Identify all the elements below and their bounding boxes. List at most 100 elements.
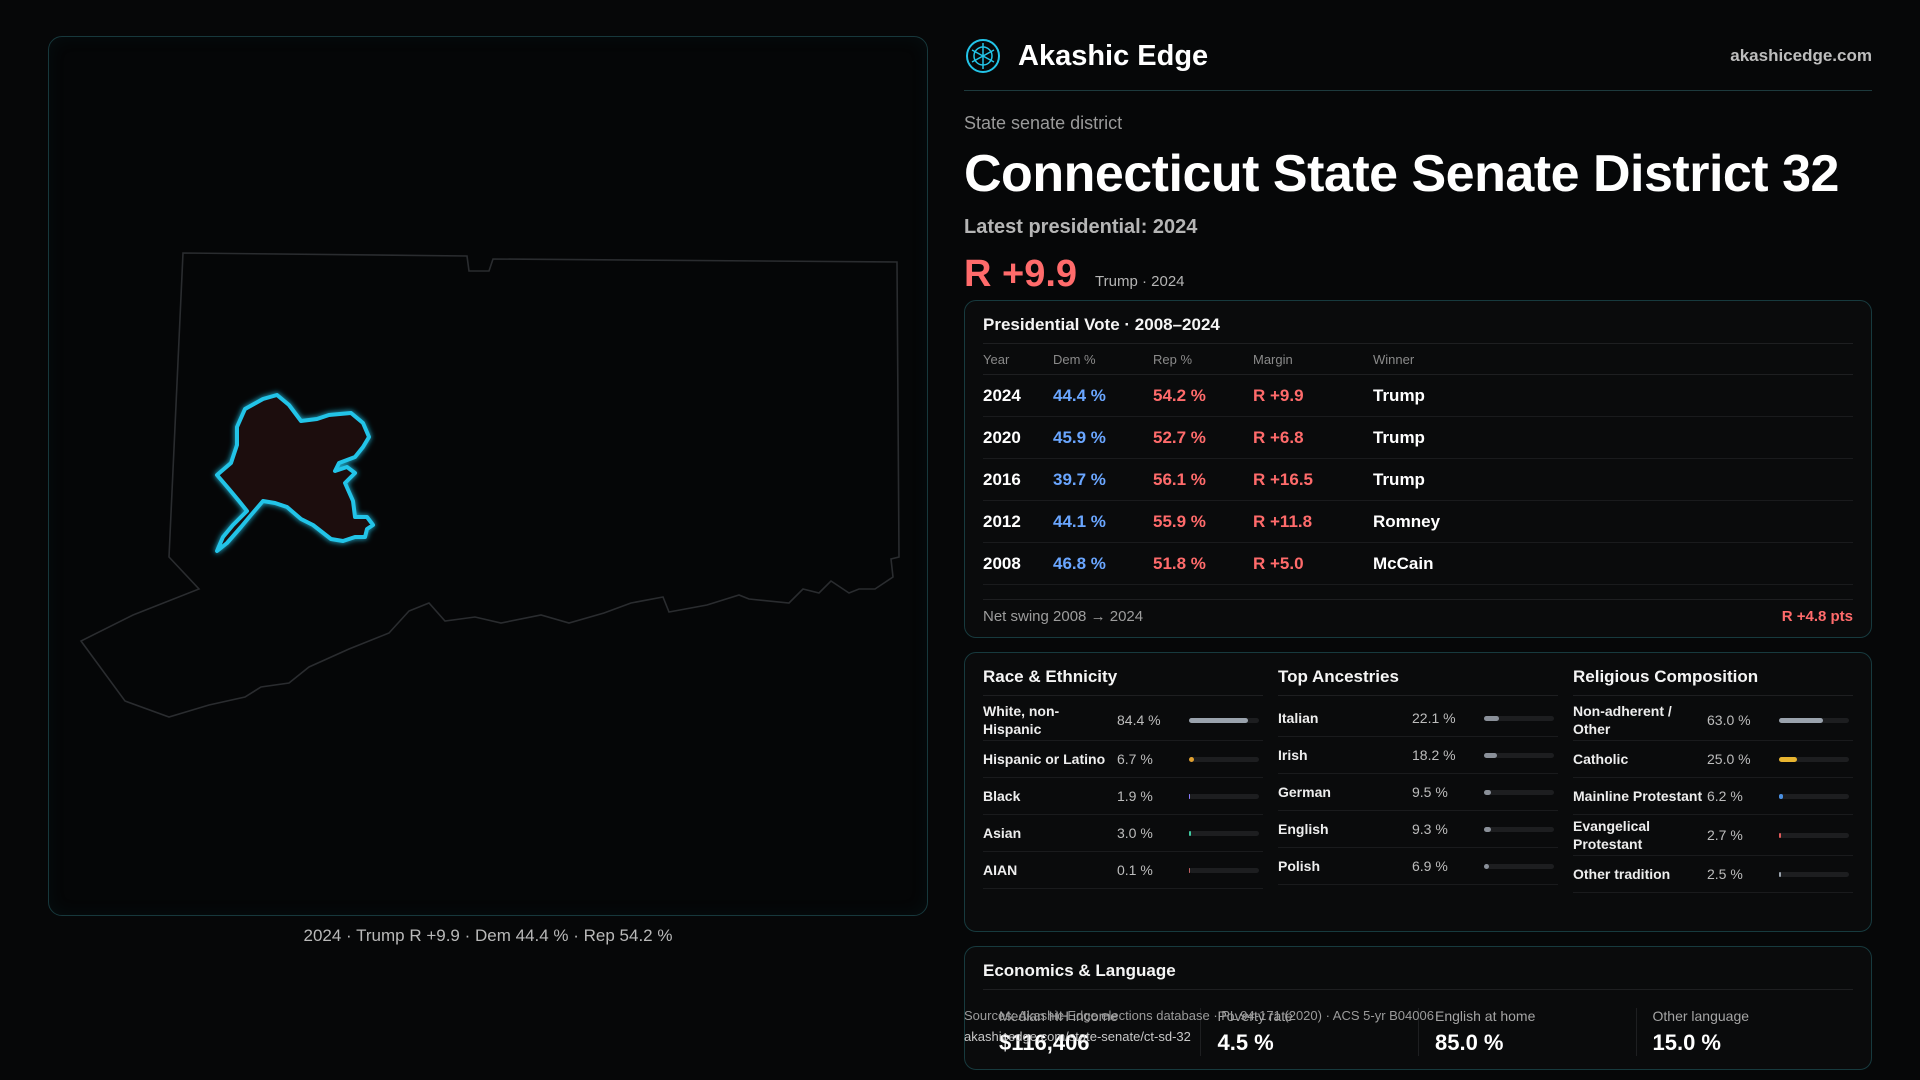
cell-year: 2008 bbox=[983, 553, 1021, 573]
econ-cell: Median HH income $116,406 bbox=[983, 1008, 1200, 1056]
item-bar bbox=[1189, 756, 1259, 762]
econ-value: $116,406 bbox=[999, 1030, 1090, 1055]
brand-name[interactable]: Akashic Edge bbox=[1018, 39, 1209, 72]
cell-year: 2024 bbox=[983, 385, 1021, 405]
item-bar-fill bbox=[1779, 717, 1824, 723]
item-pct: 3.0 % bbox=[1117, 825, 1153, 841]
table-row: 2016 39.7 % 56.1 % R +16.5 Trump bbox=[983, 459, 1853, 501]
item-label: Other tradition bbox=[1573, 866, 1671, 882]
col-margin: Margin bbox=[1253, 351, 1293, 367]
item-bar bbox=[1484, 752, 1554, 758]
list-item: Irish 18.2 % bbox=[1278, 737, 1558, 774]
header-divider bbox=[964, 90, 1872, 91]
map-panel[interactable] bbox=[48, 36, 928, 916]
item-label: Irish bbox=[1278, 747, 1308, 763]
item-bar bbox=[1779, 871, 1849, 877]
item-bar-fill bbox=[1189, 717, 1249, 723]
col-winner: Winner bbox=[1373, 351, 1415, 367]
sources-footer: Sources: Akashic Edge elections database… bbox=[964, 1005, 1434, 1047]
item-label: German bbox=[1278, 784, 1331, 800]
cell-margin: R +5.0 bbox=[1253, 553, 1304, 573]
econ-cell: English at home 85.0 % bbox=[1417, 1008, 1636, 1056]
list-item: Polish 6.9 % bbox=[1278, 848, 1558, 885]
list-item: White, non-Hispanic 84.4 % bbox=[983, 700, 1263, 741]
cell-rep: 55.9 % bbox=[1153, 511, 1206, 531]
item-pct: 9.5 % bbox=[1412, 784, 1448, 800]
item-bar bbox=[1189, 793, 1259, 799]
economics-title: Economics & Language bbox=[983, 961, 1853, 990]
akashic-logo-icon[interactable] bbox=[964, 37, 1002, 75]
cell-year: 2020 bbox=[983, 427, 1021, 447]
item-label: Hispanic or Latino bbox=[983, 751, 1106, 767]
list-item: Mainline Protestant 6.2 % bbox=[1573, 778, 1853, 815]
list-item: Non-adherent / Other 63.0 % bbox=[1573, 700, 1853, 741]
district-32-shape[interactable] bbox=[215, 393, 375, 553]
item-label: Non-adherent / Other bbox=[1573, 703, 1672, 737]
item-label: Asian bbox=[983, 825, 1022, 841]
sources-url[interactable]: akashicedge.com/state-senate/ct-sd-32 bbox=[964, 1029, 1191, 1044]
item-label: Black bbox=[983, 788, 1021, 804]
item-label: English bbox=[1278, 821, 1329, 837]
cell-rep: 52.7 % bbox=[1153, 427, 1206, 447]
item-bar-fill bbox=[1189, 830, 1192, 836]
item-bar-fill bbox=[1189, 793, 1191, 799]
item-pct: 6.2 % bbox=[1707, 788, 1743, 804]
page-title: Connecticut State Senate District 32 bbox=[964, 145, 1839, 203]
cell-margin: R +16.5 bbox=[1253, 469, 1314, 489]
cell-dem: 44.4 % bbox=[1053, 385, 1106, 405]
item-bar bbox=[1779, 717, 1849, 723]
ancestries-title: Top Ancestries bbox=[1278, 667, 1558, 696]
item-bar bbox=[1779, 793, 1849, 799]
item-label: Catholic bbox=[1573, 751, 1629, 767]
presidential-vote-card: Presidential Vote · 2008–2024 Year Dem %… bbox=[964, 300, 1872, 638]
item-pct: 6.9 % bbox=[1412, 858, 1448, 874]
net-swing-label: Net swing 2008 → 2024 bbox=[983, 608, 1144, 625]
item-pct: 84.4 % bbox=[1117, 712, 1161, 728]
list-item: Black 1.9 % bbox=[983, 778, 1263, 815]
item-bar bbox=[1484, 863, 1554, 869]
econ-value: 15.0 % bbox=[1652, 1030, 1722, 1055]
item-bar-fill bbox=[1484, 863, 1489, 869]
item-label: White, non-Hispanic bbox=[983, 703, 1060, 737]
cell-rep: 54.2 % bbox=[1153, 385, 1206, 405]
item-pct: 6.7 % bbox=[1117, 751, 1153, 767]
margin-value: R +9.9 bbox=[964, 253, 1078, 295]
item-bar-fill bbox=[1779, 793, 1784, 799]
cell-year: 2016 bbox=[983, 469, 1021, 489]
cell-dem: 45.9 % bbox=[1053, 427, 1106, 447]
econ-value: 4.5 % bbox=[1217, 1030, 1274, 1055]
item-label: Italian bbox=[1278, 710, 1319, 726]
religion-title: Religious Composition bbox=[1573, 667, 1853, 696]
latest-presidential-label: Latest presidential: 2024 bbox=[964, 216, 1198, 238]
demographics-card: Race & Ethnicity White, non-Hispanic 84.4… bbox=[964, 652, 1872, 932]
list-item: Catholic 25.0 % bbox=[1573, 741, 1853, 778]
item-label: AIAN bbox=[983, 862, 1018, 878]
item-bar bbox=[1779, 756, 1849, 762]
econ-cell: Poverty rate 4.5 % bbox=[1200, 1008, 1418, 1056]
cell-winner: McCain bbox=[1373, 553, 1434, 573]
cell-rep: 56.1 % bbox=[1153, 469, 1206, 489]
item-bar-fill bbox=[1189, 756, 1194, 762]
item-pct: 2.5 % bbox=[1707, 866, 1743, 882]
list-item: Evangelical Protestant 2.7 % bbox=[1573, 815, 1853, 856]
brand-url[interactable]: akashicedge.com bbox=[1730, 46, 1872, 65]
list-item: AIAN 0.1 % bbox=[983, 852, 1263, 889]
cell-year: 2012 bbox=[983, 511, 1021, 531]
cell-winner: Romney bbox=[1373, 511, 1441, 531]
list-item: English 9.3 % bbox=[1278, 811, 1558, 848]
econ-label: Other language bbox=[1652, 1008, 1750, 1024]
cell-margin: R +9.9 bbox=[1253, 385, 1304, 405]
brand-header: Akashic Edge akashicedge.com bbox=[964, 36, 1872, 76]
econ-label: Poverty rate bbox=[1217, 1008, 1293, 1024]
cell-margin: R +11.8 bbox=[1253, 511, 1313, 531]
net-swing-row: Net swing 2008 → 2024 R +4.8 pts bbox=[983, 599, 1853, 625]
economics-grid: Median HH income $116,406 Poverty rate 4.5… bbox=[983, 1008, 1853, 1056]
race-ethnicity-column: Race & Ethnicity White, non-Hispanic 84.4… bbox=[983, 667, 1263, 917]
religion-column: Religious Composition Non-adherent / Oth… bbox=[1573, 667, 1853, 917]
item-bar-fill bbox=[1484, 826, 1491, 832]
econ-value: 85.0 % bbox=[1434, 1030, 1504, 1055]
economics-card: Economics & Language Median HH income $11… bbox=[964, 946, 1872, 1070]
district-kicker: State senate district bbox=[964, 113, 1123, 133]
district-map[interactable] bbox=[49, 37, 929, 917]
latest-margin: R +9.9 Trump · 2024 bbox=[964, 253, 1872, 296]
